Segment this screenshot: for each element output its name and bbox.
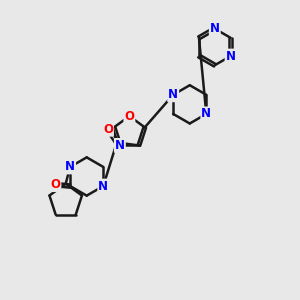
Text: N: N <box>115 139 125 152</box>
Text: O: O <box>103 123 113 136</box>
Text: N: N <box>168 88 178 101</box>
Text: N: N <box>226 50 236 63</box>
Text: O: O <box>50 178 60 191</box>
Text: O: O <box>124 110 134 123</box>
Text: N: N <box>65 160 75 173</box>
Text: N: N <box>201 107 211 120</box>
Text: N: N <box>98 180 108 193</box>
Text: N: N <box>210 22 220 35</box>
